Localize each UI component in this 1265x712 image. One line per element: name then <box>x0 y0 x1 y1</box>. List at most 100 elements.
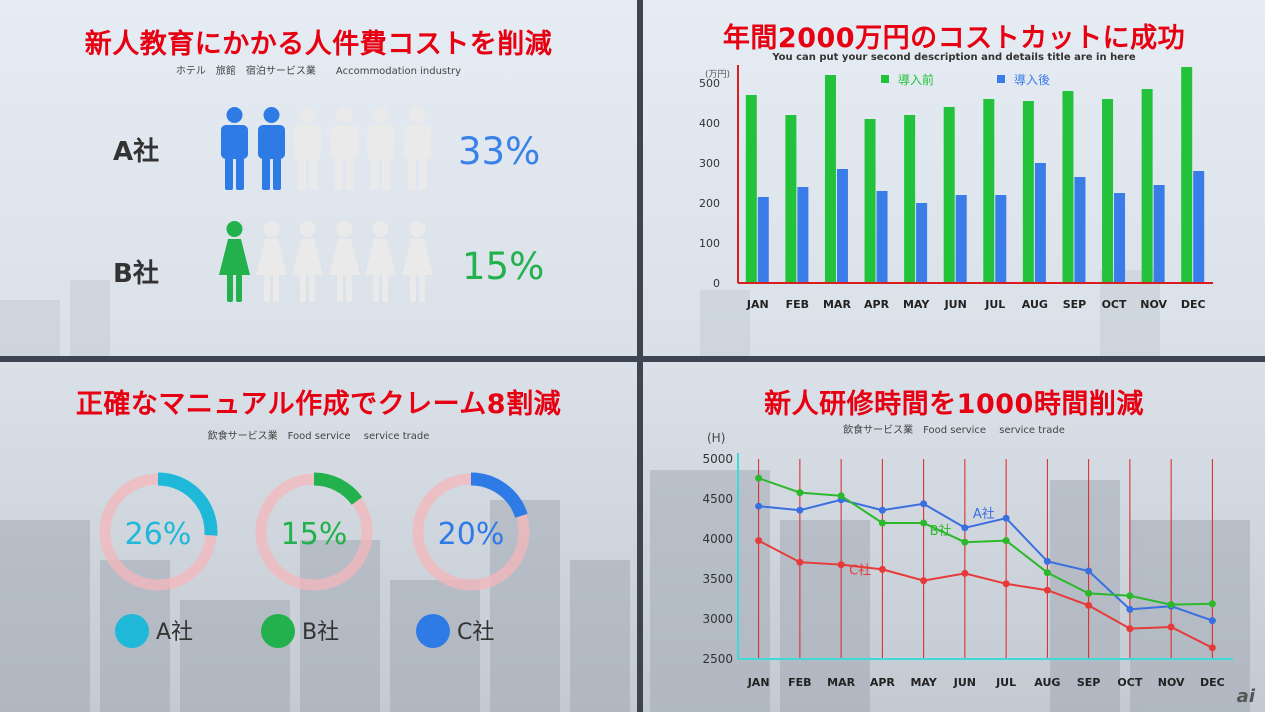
legend-dot <box>416 614 450 648</box>
x-tick-label: OCT <box>1117 676 1142 689</box>
legend-swatch <box>997 75 1005 83</box>
donut-segment <box>254 472 374 592</box>
x-tick-label: JAN <box>747 676 770 689</box>
bar-before <box>824 75 836 283</box>
x-tick-label: JUL <box>995 676 1016 689</box>
x-tick-label: APR <box>864 298 890 311</box>
panel-complaints: 正確なマニュアル作成でクレーム8割減 飲食サービス業 Food service … <box>0 362 637 712</box>
legend-label: 導入前 <box>898 72 934 87</box>
panel2-subtitle: You can put your second description and … <box>772 52 1136 63</box>
data-point <box>1085 589 1093 597</box>
man-person-icon <box>255 106 288 194</box>
x-tick-label: JAN <box>746 298 769 311</box>
x-tick-label: FEB <box>788 676 811 689</box>
bar-after <box>916 203 928 283</box>
panel4-subtitle: 飲食サービス業 Food service service trade <box>843 425 1065 436</box>
data-point <box>878 565 886 573</box>
legend-swatch <box>881 75 889 83</box>
woman-person-icon <box>364 220 397 308</box>
x-tick-label: MAR <box>827 676 855 689</box>
data-point <box>837 561 845 569</box>
line-chart: (H) 2500 3000 3500 4000 4500 5000 JAN FEB MAR APR M… <box>702 431 1233 689</box>
man-person-icon <box>364 106 397 194</box>
y-tick-label: 4500 <box>702 492 733 506</box>
legend-label: B社 <box>302 620 339 645</box>
bar-before <box>1141 89 1153 283</box>
bar-after <box>1153 185 1165 283</box>
bar-before <box>904 115 916 283</box>
man-person-icon <box>291 106 324 194</box>
donut-segment <box>411 472 531 592</box>
panel-training-hours: 新人研修時間を1000時間削減 飲食サービス業 Food service ser… <box>643 362 1265 712</box>
data-point <box>961 524 969 532</box>
data-point <box>755 502 763 510</box>
bar-before <box>785 115 797 283</box>
series-line <box>758 498 1213 622</box>
series-label: C社 <box>849 563 871 579</box>
bar-before <box>745 95 757 283</box>
bar-after <box>836 169 848 283</box>
x-tick-label: MAY <box>910 676 937 689</box>
series-line <box>758 477 1213 606</box>
legend-label: C社 <box>457 620 494 645</box>
data-point <box>920 519 928 527</box>
panel-cost-cut: 年間2000万円のコストカットに成功 You can put your seco… <box>643 0 1265 356</box>
bar-before <box>1022 101 1034 283</box>
data-point <box>796 558 804 566</box>
man-person-icon <box>401 106 434 194</box>
x-tick-label: OCT <box>1102 298 1127 311</box>
bar-chart: (万円) 0 100 200 300 400 500 JAN FEB MAR APR MAY JUN JU… <box>699 65 1213 311</box>
x-tick-label: JUL <box>984 298 1005 311</box>
x-tick-label: NOV <box>1158 676 1185 689</box>
y-tick-label: 3500 <box>702 572 733 586</box>
bar-after <box>876 191 888 283</box>
bar-after <box>995 195 1007 283</box>
y-tick-label: 400 <box>699 117 720 130</box>
bar-after <box>757 197 769 283</box>
y-axis-unit-label: (H) <box>707 431 725 445</box>
x-tick-label: AUG <box>1034 676 1060 689</box>
data-point <box>1043 557 1051 565</box>
bar-before <box>864 119 876 283</box>
data-point <box>755 474 763 482</box>
panel1-subtitle: ホテル 旅館 宿泊サービス業 Accommodation industry <box>175 66 462 77</box>
series-line <box>758 539 1213 649</box>
data-point <box>1208 644 1216 652</box>
x-tick-label: MAY <box>903 298 930 311</box>
data-point <box>1085 567 1093 575</box>
data-point <box>796 489 804 497</box>
panel1-title: 新人教育にかかる人件費コストを削減 <box>84 29 553 60</box>
bar-after <box>1074 177 1086 283</box>
data-point <box>1002 514 1010 522</box>
company-a-label: A社 <box>113 137 160 167</box>
data-point <box>1002 537 1010 545</box>
data-point <box>878 506 886 514</box>
panel3-title: 正確なマニュアル作成でクレーム8割減 <box>75 389 562 420</box>
legend-dot <box>261 614 295 648</box>
company-b-label: B社 <box>113 259 159 289</box>
panel4-title: 新人研修時間を1000時間削減 <box>764 389 1144 420</box>
x-tick-label: JUN <box>953 676 976 689</box>
x-tick-label: SEP <box>1063 298 1087 311</box>
data-point <box>920 500 928 508</box>
data-point <box>961 538 969 546</box>
legend-dot <box>115 614 149 648</box>
bar-before <box>1102 99 1114 283</box>
donut-percent-label: 26% <box>125 517 192 552</box>
x-tick-label: NOV <box>1140 298 1167 311</box>
bar-after <box>1114 193 1126 283</box>
x-tick-label: FEB <box>786 298 809 311</box>
y-tick-label: 300 <box>699 157 720 170</box>
y-tick-label: 4000 <box>702 532 733 546</box>
data-point <box>1208 600 1216 608</box>
data-point <box>1208 617 1216 625</box>
data-point <box>1043 569 1051 577</box>
data-point <box>1085 601 1093 609</box>
y-tick-label: 3000 <box>702 612 733 626</box>
bar-after <box>1034 163 1046 283</box>
y-tick-label: 5000 <box>702 452 733 466</box>
data-point <box>1002 580 1010 588</box>
woman-person-icon <box>218 220 251 308</box>
bar-after <box>1193 171 1205 283</box>
data-point <box>961 569 969 577</box>
